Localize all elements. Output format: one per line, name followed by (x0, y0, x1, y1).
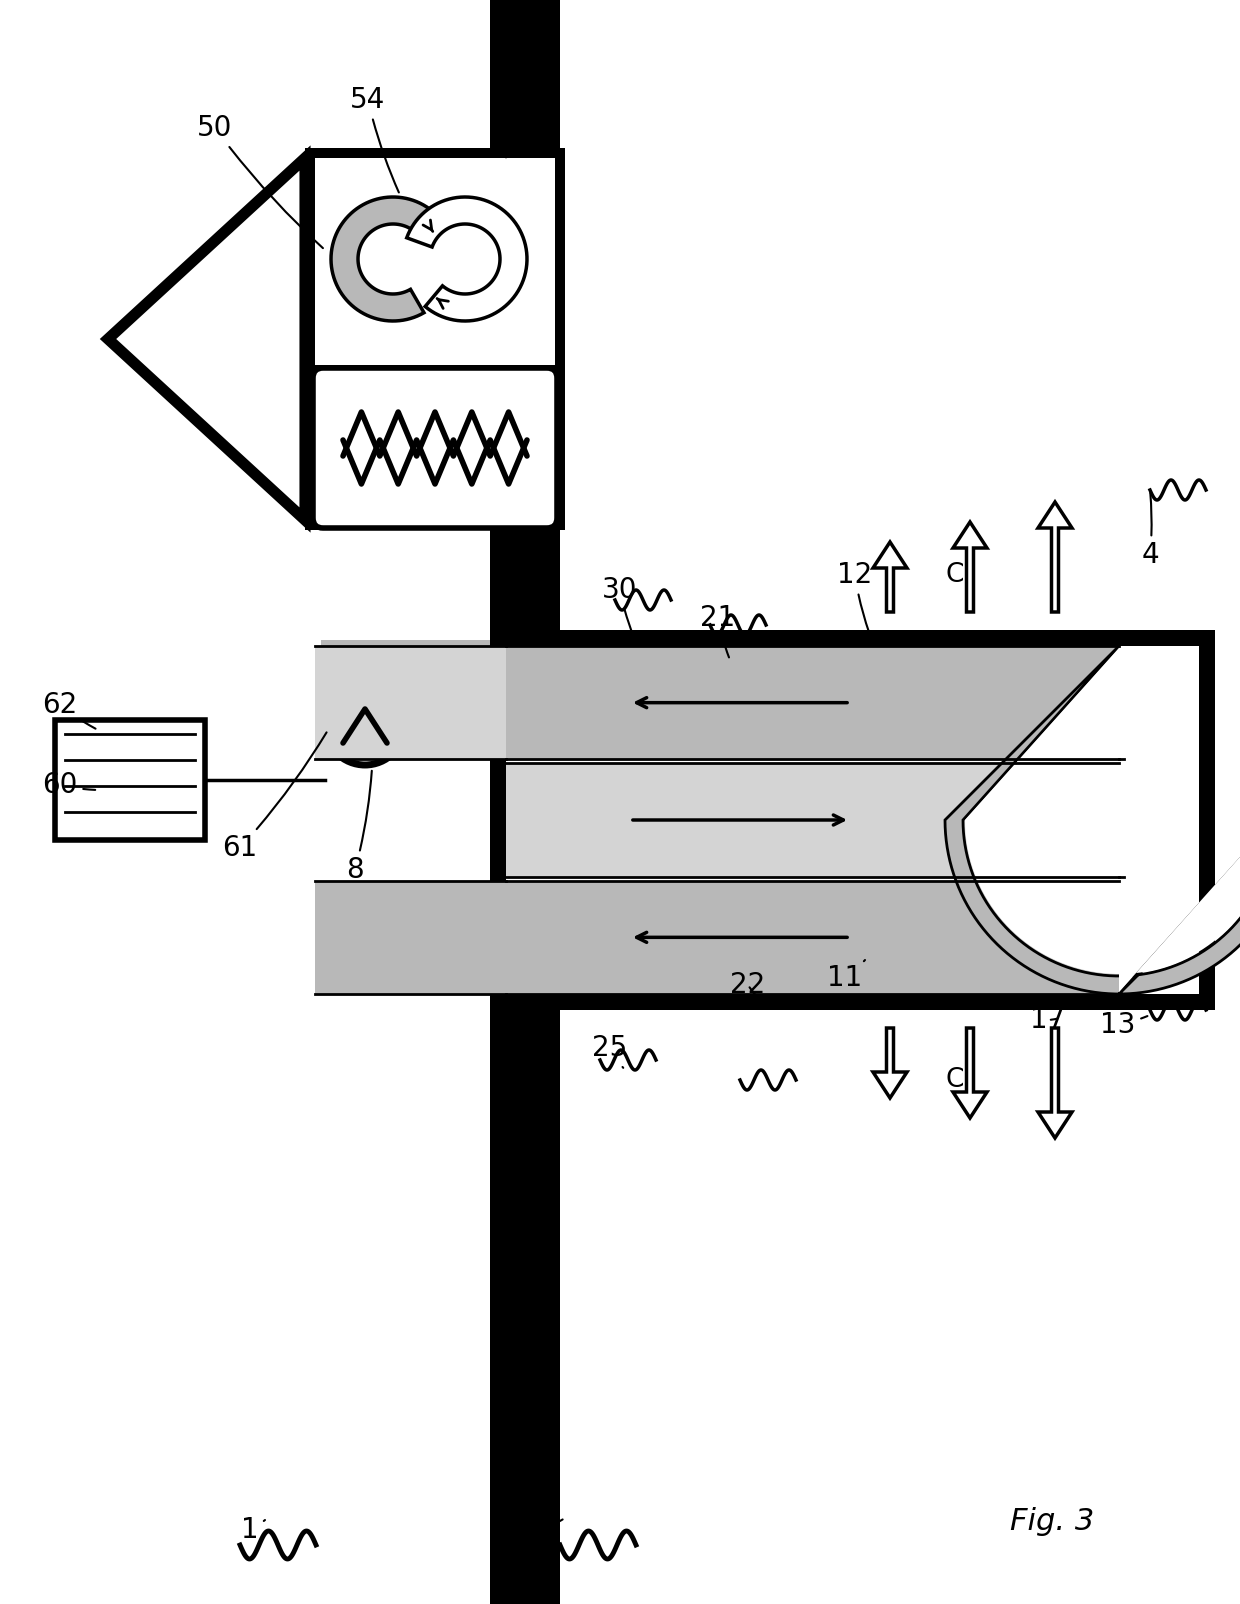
Polygon shape (407, 197, 527, 321)
Polygon shape (965, 648, 1240, 991)
Bar (506, 764, 1118, 877)
Text: C: C (946, 1067, 965, 1092)
Text: 50: 50 (197, 114, 322, 249)
Bar (321, 640, 490, 755)
Text: 22: 22 (730, 970, 765, 999)
Bar (315, 646, 506, 759)
Polygon shape (331, 197, 446, 321)
Bar (506, 881, 1118, 994)
Circle shape (325, 685, 405, 765)
Text: 21: 21 (701, 605, 735, 658)
Bar (490, 0, 560, 1604)
Text: 54: 54 (351, 87, 399, 192)
Polygon shape (945, 646, 1240, 994)
Text: 62: 62 (42, 691, 95, 728)
Bar (315, 159, 556, 520)
Bar (506, 646, 1118, 759)
Bar (305, 366, 565, 375)
Bar (490, 630, 1215, 1011)
Bar (405, 706, 490, 749)
Text: 11: 11 (827, 961, 866, 991)
Text: 30: 30 (603, 576, 637, 637)
Text: 1: 1 (242, 1516, 265, 1545)
Bar (55, 720, 205, 840)
FancyArrow shape (1038, 1028, 1073, 1137)
Text: 52: 52 (506, 80, 556, 157)
Bar (305, 148, 565, 529)
Text: 12: 12 (837, 561, 873, 632)
FancyArrow shape (954, 521, 987, 613)
Bar (405, 699, 490, 755)
Text: 17: 17 (1030, 1006, 1065, 1035)
Polygon shape (108, 159, 305, 520)
FancyArrow shape (954, 1028, 987, 1118)
Text: 61: 61 (222, 733, 326, 861)
Bar (315, 881, 506, 994)
FancyArrow shape (873, 1028, 906, 1099)
FancyArrow shape (873, 542, 906, 613)
FancyArrow shape (1038, 502, 1073, 613)
FancyBboxPatch shape (312, 367, 557, 528)
Bar (506, 646, 1199, 994)
Text: 2: 2 (536, 1514, 563, 1541)
Text: 13: 13 (1100, 1011, 1147, 1039)
Text: 8: 8 (346, 772, 372, 884)
Bar (315, 646, 490, 755)
Text: 4: 4 (1141, 492, 1159, 569)
Text: C: C (946, 561, 965, 589)
Text: Fig. 3: Fig. 3 (1011, 1508, 1094, 1537)
Text: 60: 60 (42, 772, 95, 799)
Text: 25: 25 (593, 1035, 627, 1068)
